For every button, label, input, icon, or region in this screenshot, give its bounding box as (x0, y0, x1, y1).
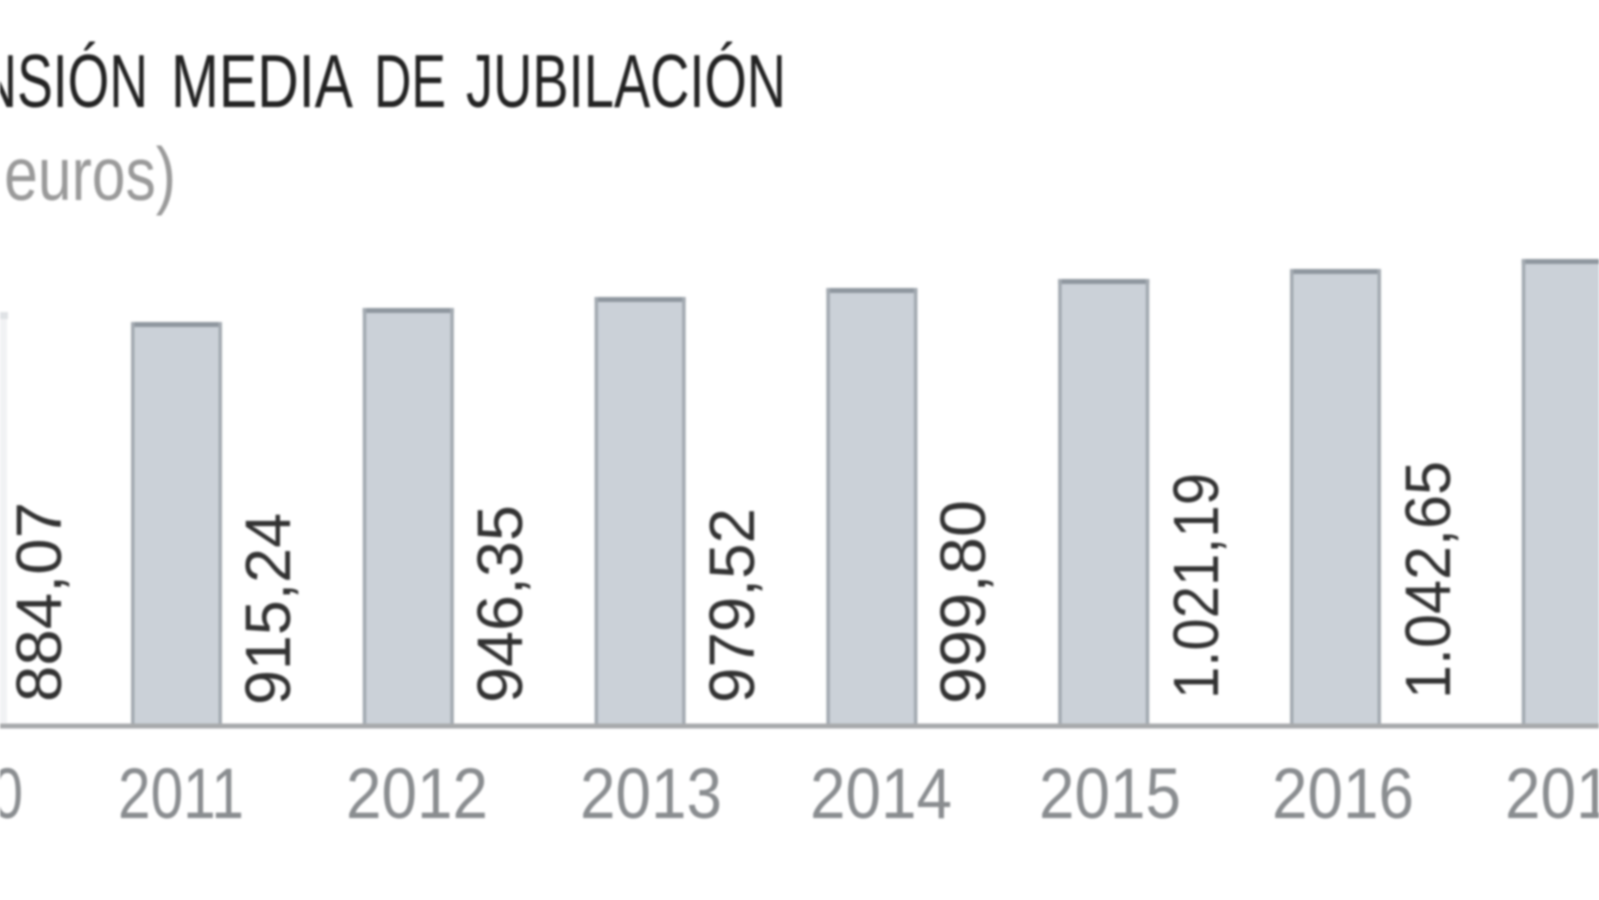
svg-text:2017: 2017 (1505, 755, 1599, 834)
svg-text:2015: 2015 (1039, 755, 1181, 834)
svg-text:2012: 2012 (346, 755, 488, 834)
svg-text:999,80: 999,80 (927, 500, 999, 704)
svg-text:2010: 2010 (0, 755, 23, 834)
svg-text:2013: 2013 (580, 755, 722, 834)
svg-text:946,35: 946,35 (464, 505, 536, 703)
svg-text:PENSIÓN: PENSIÓN (0, 39, 148, 123)
svg-text:(En euros): (En euros) (0, 132, 176, 216)
svg-text:915,24: 915,24 (232, 513, 304, 705)
svg-text:979,52: 979,52 (696, 508, 768, 703)
svg-text:2011: 2011 (118, 755, 244, 834)
svg-text:MEDIA: MEDIA (171, 39, 353, 123)
svg-text:JUBILACIÓN: JUBILACIÓN (466, 39, 786, 123)
svg-text:DE: DE (374, 39, 446, 123)
svg-text:1.042,65: 1.042,65 (1392, 461, 1464, 699)
svg-text:2016: 2016 (1272, 755, 1414, 834)
svg-text:2014: 2014 (810, 755, 952, 834)
svg-text:1.021,19: 1.021,19 (1160, 473, 1232, 699)
svg-text:884,07: 884,07 (3, 502, 75, 702)
